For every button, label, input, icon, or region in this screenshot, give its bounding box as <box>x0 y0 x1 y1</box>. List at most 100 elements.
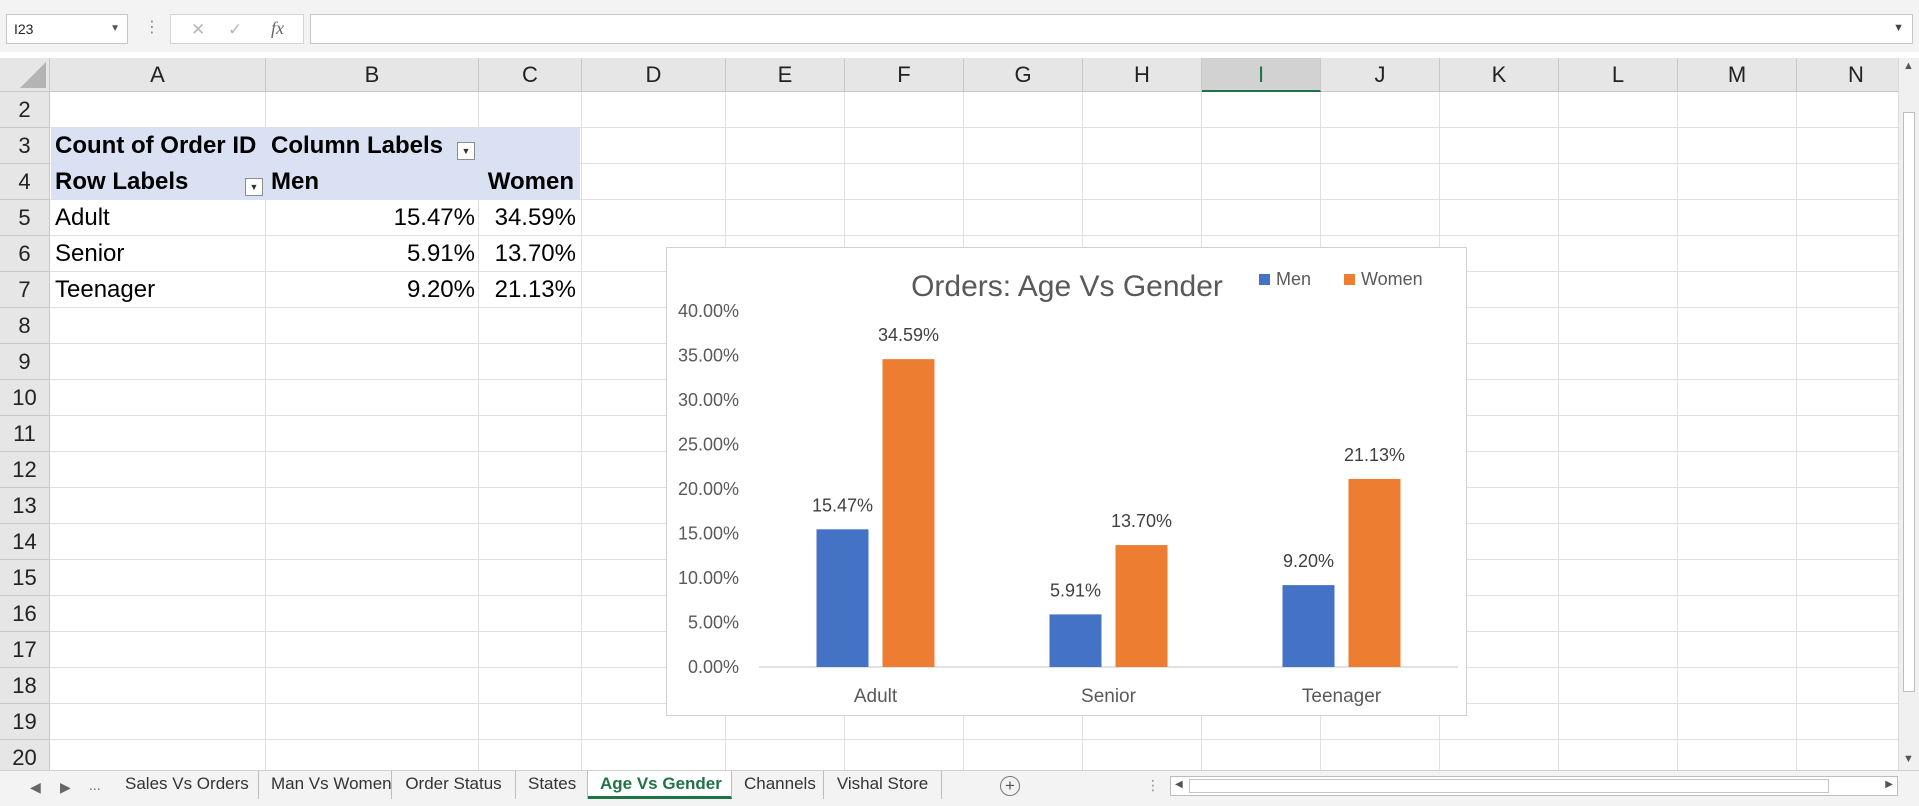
insert-function-button[interactable]: fx <box>271 18 284 38</box>
row-header[interactable]: 2 <box>0 92 50 128</box>
gridline <box>50 739 1900 740</box>
pivot-col-women[interactable]: Women <box>487 168 574 195</box>
row-header[interactable]: 18 <box>0 668 50 704</box>
row-header[interactable]: 15 <box>0 560 50 596</box>
row-header[interactable]: 3 <box>0 128 50 164</box>
row-header[interactable]: 4 <box>0 164 50 200</box>
sheet-tab[interactable]: States <box>516 771 588 799</box>
horizontal-scroll-thumb[interactable] <box>1189 779 1829 793</box>
column-header[interactable]: E <box>726 58 845 92</box>
column-header[interactable]: D <box>582 58 726 92</box>
formula-buttons: ✕ ✓ fx <box>170 14 304 44</box>
column-header[interactable]: I <box>1202 58 1321 92</box>
sheet-tab[interactable]: Sales Vs Orders <box>113 771 259 799</box>
column-header[interactable]: K <box>1440 58 1559 92</box>
bar-men <box>816 529 869 667</box>
sheet-tab[interactable]: Vishal Store <box>824 771 942 799</box>
data-label: 9.20% <box>1283 551 1334 571</box>
splitter-icon[interactable]: ⋮ <box>1146 777 1160 793</box>
y-tick-label: 0.00% <box>688 657 739 677</box>
sheet-tab[interactable]: Man Vs Women <box>259 771 392 799</box>
next-sheet-icon[interactable]: ▶ <box>60 779 71 795</box>
gridline <box>50 163 1900 164</box>
row-header[interactable]: 6 <box>0 236 50 272</box>
column-header[interactable]: B <box>266 58 479 92</box>
chevron-down-icon[interactable]: ▼ <box>110 23 120 34</box>
y-tick-label: 5.00% <box>688 613 739 633</box>
legend-swatch <box>1259 274 1270 285</box>
pivot-col-men[interactable]: Men <box>271 168 319 195</box>
row-header[interactable]: 5 <box>0 200 50 236</box>
column-header[interactable]: L <box>1559 58 1678 92</box>
horizontal-scrollbar[interactable]: ◀ ▶ <box>1170 776 1898 796</box>
pivot-row-labels[interactable]: Row Labels <box>55 168 189 195</box>
more-sheets-ellipsis[interactable]: ... <box>89 777 101 793</box>
sheet-tab[interactable]: Age Vs Gender <box>588 771 732 799</box>
legend-label: Men <box>1276 269 1311 289</box>
gridline <box>50 235 1900 236</box>
column-header[interactable]: H <box>1083 58 1202 92</box>
row-header[interactable]: 19 <box>0 704 50 740</box>
scroll-up-icon[interactable]: ▲ <box>1903 60 1914 72</box>
pivot-cell-men[interactable]: 15.47% <box>393 204 475 231</box>
scroll-right-icon[interactable]: ▶ <box>1885 779 1893 790</box>
column-header[interactable]: A <box>50 58 266 92</box>
select-all-button[interactable] <box>0 58 50 92</box>
row-filter-button[interactable]: ▼ <box>245 178 263 196</box>
pivot-cell-women[interactable]: 21.13% <box>494 276 576 303</box>
name-box[interactable]: I23 ▼ <box>6 14 128 44</box>
pivot-column-labels[interactable]: Column Labels <box>271 132 444 159</box>
sheet-tab[interactable]: Channels <box>732 771 824 799</box>
y-tick-label: 40.00% <box>678 301 739 321</box>
bar-men <box>1049 614 1102 667</box>
row-header[interactable]: 11 <box>0 416 50 452</box>
gridline <box>50 127 1900 128</box>
sheet-tab[interactable]: Order Status <box>392 771 516 799</box>
prev-sheet-icon[interactable]: ◀ <box>30 779 41 795</box>
y-tick-label: 10.00% <box>678 568 739 588</box>
column-filter-button[interactable]: ▼ <box>457 142 475 160</box>
scroll-left-icon[interactable]: ◀ <box>1175 779 1183 790</box>
column-header[interactable]: J <box>1321 58 1440 92</box>
vertical-scrollbar[interactable]: ▲ ▼ <box>1898 58 1919 770</box>
row-header[interactable]: 7 <box>0 272 50 308</box>
cancel-icon[interactable]: ✕ <box>191 20 206 39</box>
check-icon[interactable]: ✓ <box>228 20 243 39</box>
row-header[interactable]: 8 <box>0 308 50 344</box>
pivot-row-label[interactable]: Teenager <box>55 276 156 303</box>
pivot-row-label[interactable]: Adult <box>55 204 110 231</box>
scroll-down-icon[interactable]: ▼ <box>1903 753 1914 765</box>
row-header[interactable]: 17 <box>0 632 50 668</box>
more-options-icon[interactable]: ⋮ <box>144 19 160 36</box>
pivot-corner-label[interactable]: Count of Order ID <box>55 132 257 159</box>
column-header[interactable]: N <box>1797 58 1916 92</box>
vertical-scroll-thumb[interactable] <box>1903 112 1915 692</box>
column-header[interactable]: G <box>964 58 1083 92</box>
pivot-cell-men[interactable]: 9.20% <box>406 276 475 303</box>
pivot-row-label[interactable]: Senior <box>55 240 125 267</box>
name-box-value: I23 <box>14 21 34 37</box>
row-header[interactable]: 14 <box>0 524 50 560</box>
y-tick-label: 20.00% <box>678 479 739 499</box>
column-header[interactable]: F <box>845 58 964 92</box>
formula-bar-area: I23 ▼ ⋮ ✕ ✓ fx ▼ <box>0 0 1919 52</box>
add-sheet-icon[interactable]: + <box>1000 776 1020 796</box>
row-header[interactable]: 13 <box>0 488 50 524</box>
row-header[interactable]: 20 <box>0 740 50 770</box>
column-header[interactable]: C <box>479 58 582 92</box>
formula-input[interactable]: ▼ <box>310 14 1913 44</box>
column-header[interactable]: M <box>1678 58 1797 92</box>
age-gender-chart[interactable]: Orders: Age Vs Gender Men Women 0.00% 5.00% 1… <box>666 247 1467 716</box>
pivot-cell-men[interactable]: 5.91% <box>406 240 475 267</box>
pivot-cell-women[interactable]: 34.59% <box>494 204 576 231</box>
y-tick-label: 35.00% <box>678 346 739 366</box>
expand-formula-icon[interactable]: ▼ <box>1893 22 1904 34</box>
legend-label: Women <box>1361 269 1423 289</box>
data-label: 21.13% <box>1344 445 1405 465</box>
row-header[interactable]: 12 <box>0 452 50 488</box>
row-header[interactable]: 10 <box>0 380 50 416</box>
row-header[interactable]: 16 <box>0 596 50 632</box>
pivot-cell-women[interactable]: 13.70% <box>494 240 576 267</box>
gridline <box>265 92 266 770</box>
row-header[interactable]: 9 <box>0 344 50 380</box>
